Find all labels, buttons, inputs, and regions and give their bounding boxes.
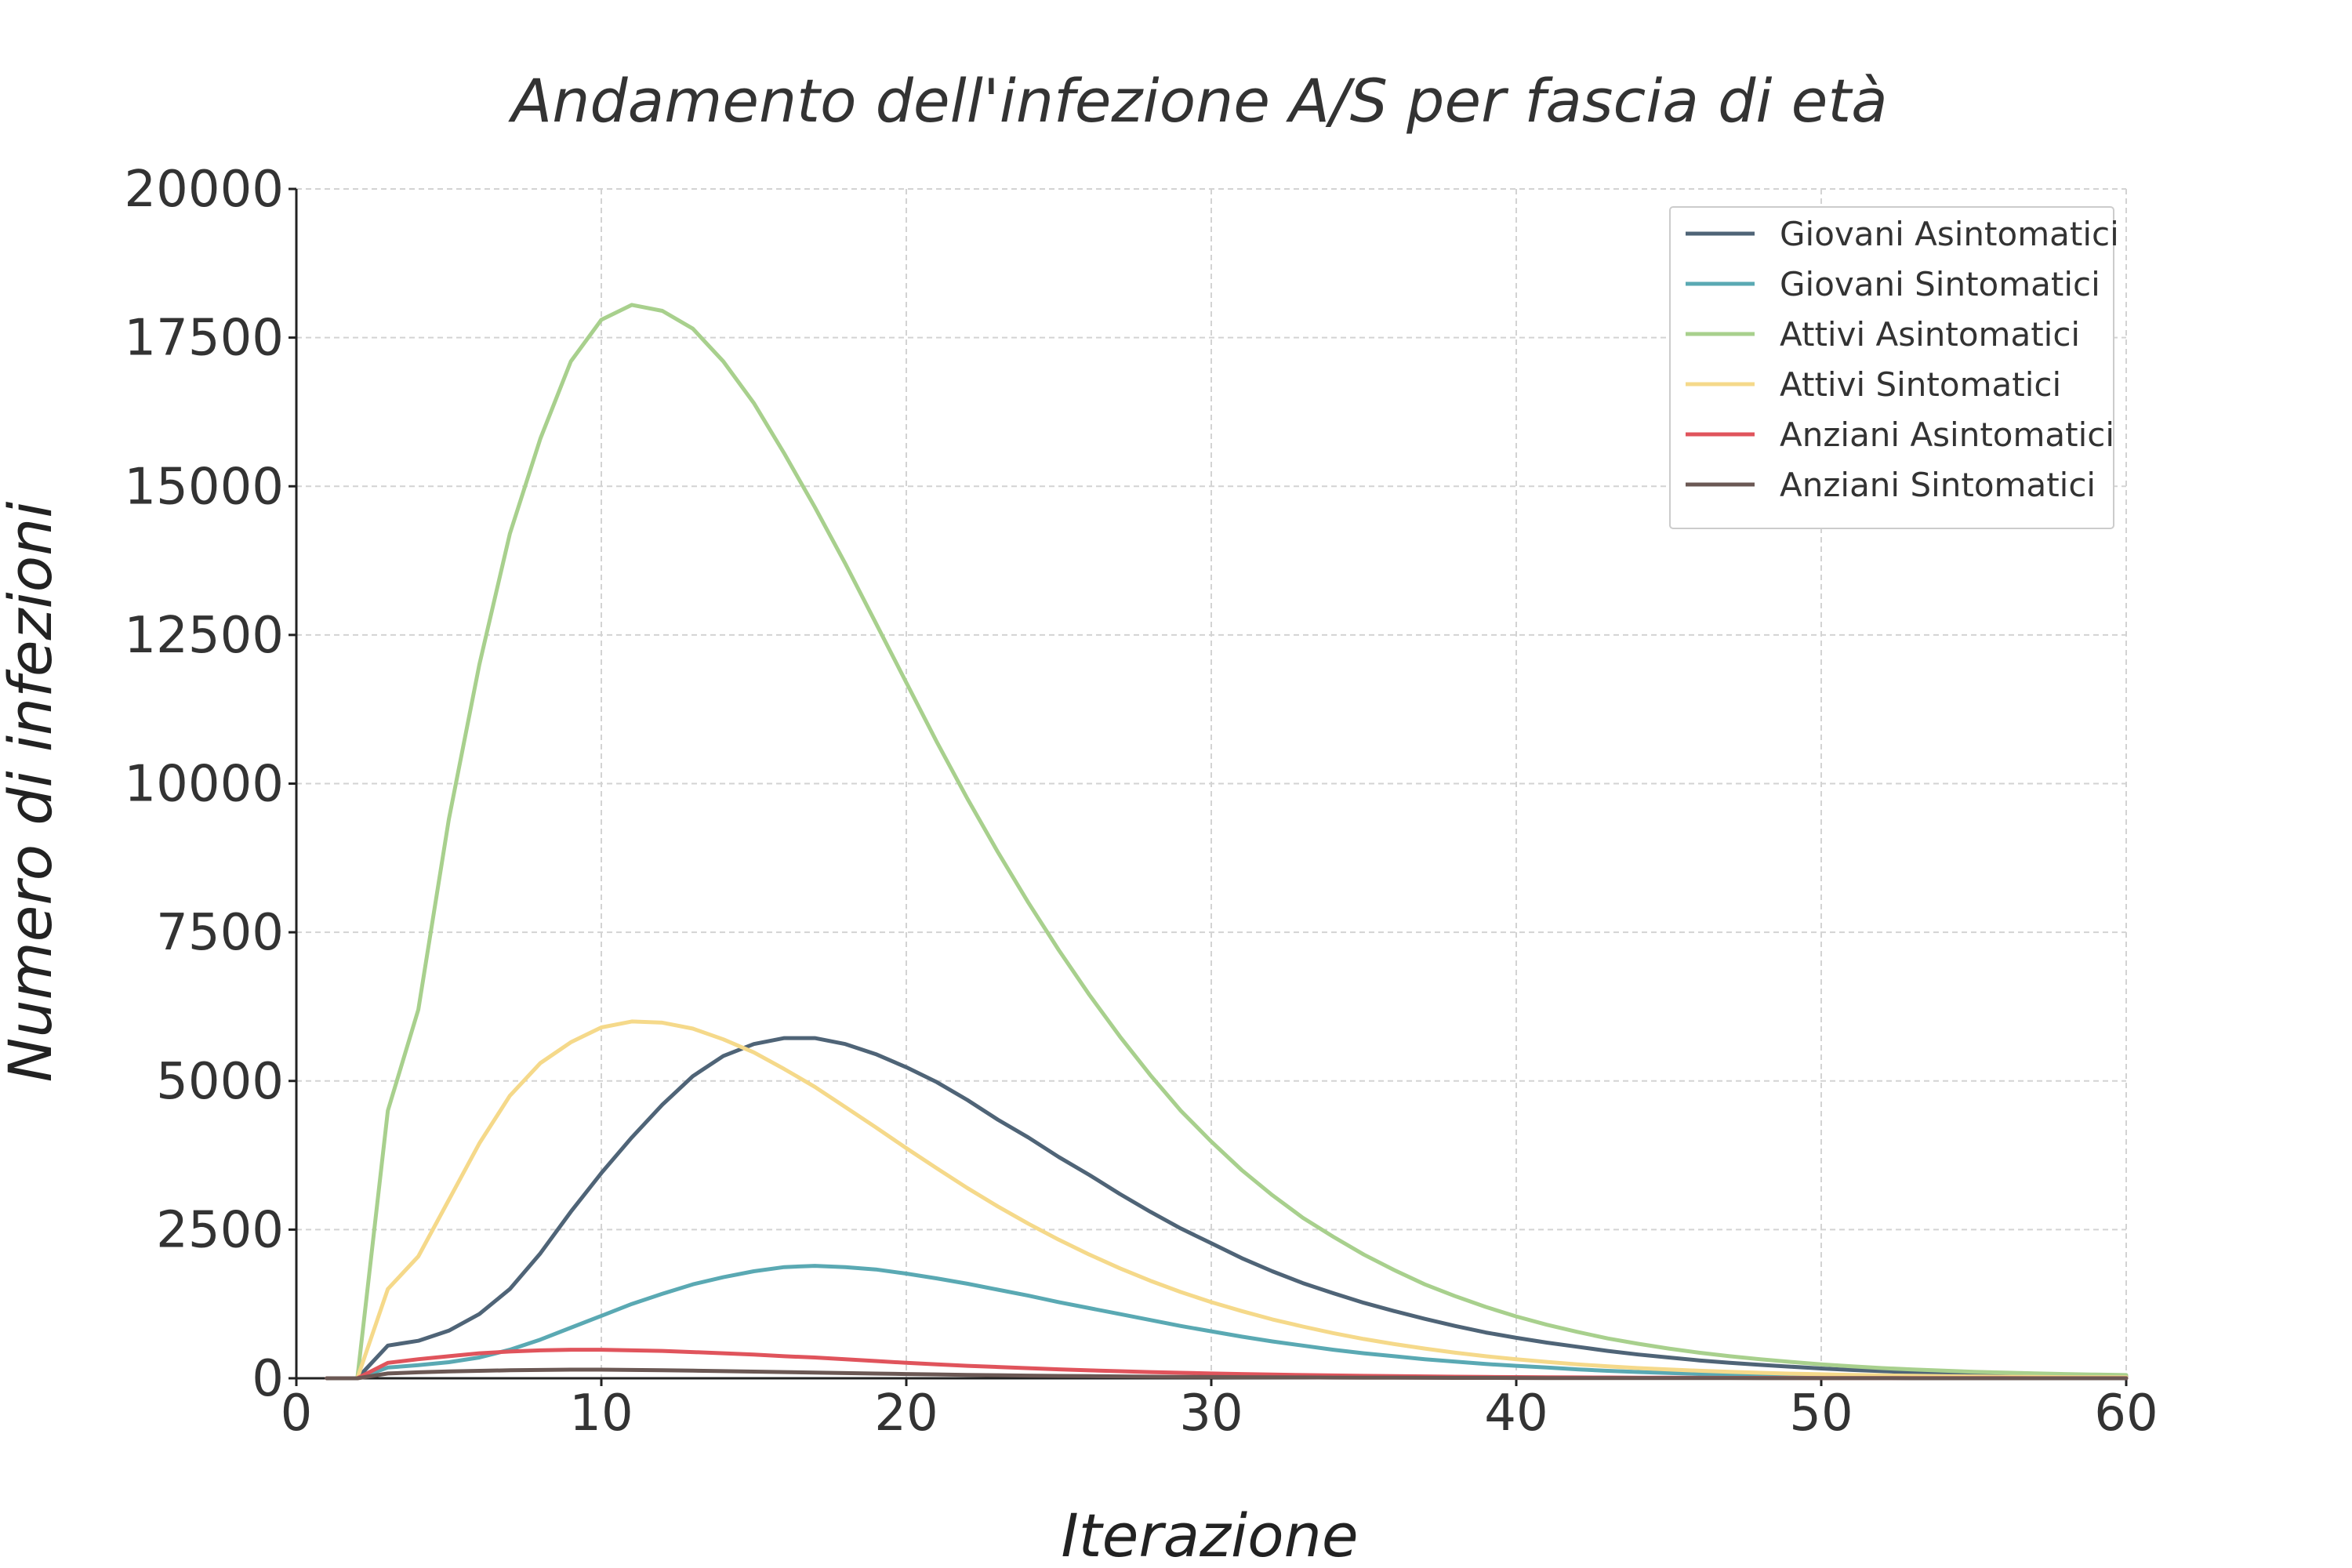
y-tick-label: 2500: [156, 1201, 284, 1259]
series-line-2: [325, 1264, 2129, 1381]
y-tick-label: 10000: [124, 756, 284, 814]
series-line-3: [325, 303, 2129, 1381]
y-tick-label: 7500: [156, 904, 284, 962]
legend-label: Attivi Asintomatici: [1780, 315, 2080, 354]
x-axis-label: Iterazione: [1061, 1501, 1358, 1568]
legend-label: Anziani Asintomatici: [1780, 416, 2114, 454]
series-lines: [325, 303, 2129, 1381]
x-tick-label: 10: [569, 1385, 633, 1443]
series-line-1: [325, 1036, 2129, 1381]
y-tick-label: 17500: [124, 310, 284, 368]
y-tick-label: 15000: [124, 458, 284, 516]
legend-label: Giovani Asintomatici: [1780, 215, 2119, 253]
x-tick-label: 0: [281, 1385, 313, 1443]
legend-box: [1669, 206, 2114, 529]
legend: Giovani Asintomatici Giovani Sintomatici A…: [1669, 206, 2119, 529]
y-tick-label: 20000: [124, 161, 284, 219]
series-line-6: [325, 1367, 2129, 1381]
chart-title: Andamento dell'infezione A/S per fascia …: [507, 66, 1888, 136]
x-tick-label: 50: [1789, 1385, 1853, 1443]
y-tick-label: 12500: [124, 607, 284, 665]
y-axis-label: Numero di infezioni: [0, 502, 65, 1083]
y-tick-label: 0: [252, 1350, 284, 1408]
legend-label: Anziani Sintomatici: [1780, 466, 2096, 504]
legend-label: Giovani Sintomatici: [1780, 265, 2100, 303]
x-tick-label: 30: [1179, 1385, 1243, 1443]
series-line-4: [325, 1019, 2129, 1381]
x-tick-label: 40: [1484, 1385, 1548, 1443]
legend-label: Attivi Sintomatici: [1780, 365, 2061, 404]
x-tick-label: 20: [874, 1385, 938, 1443]
x-tick-label: 60: [2094, 1385, 2158, 1443]
y-tick-label: 5000: [156, 1053, 284, 1111]
tick-labels: 0 10 20 30 40 50 60 0 2500 5000 7500 10000 12500 1500…: [124, 161, 2158, 1443]
